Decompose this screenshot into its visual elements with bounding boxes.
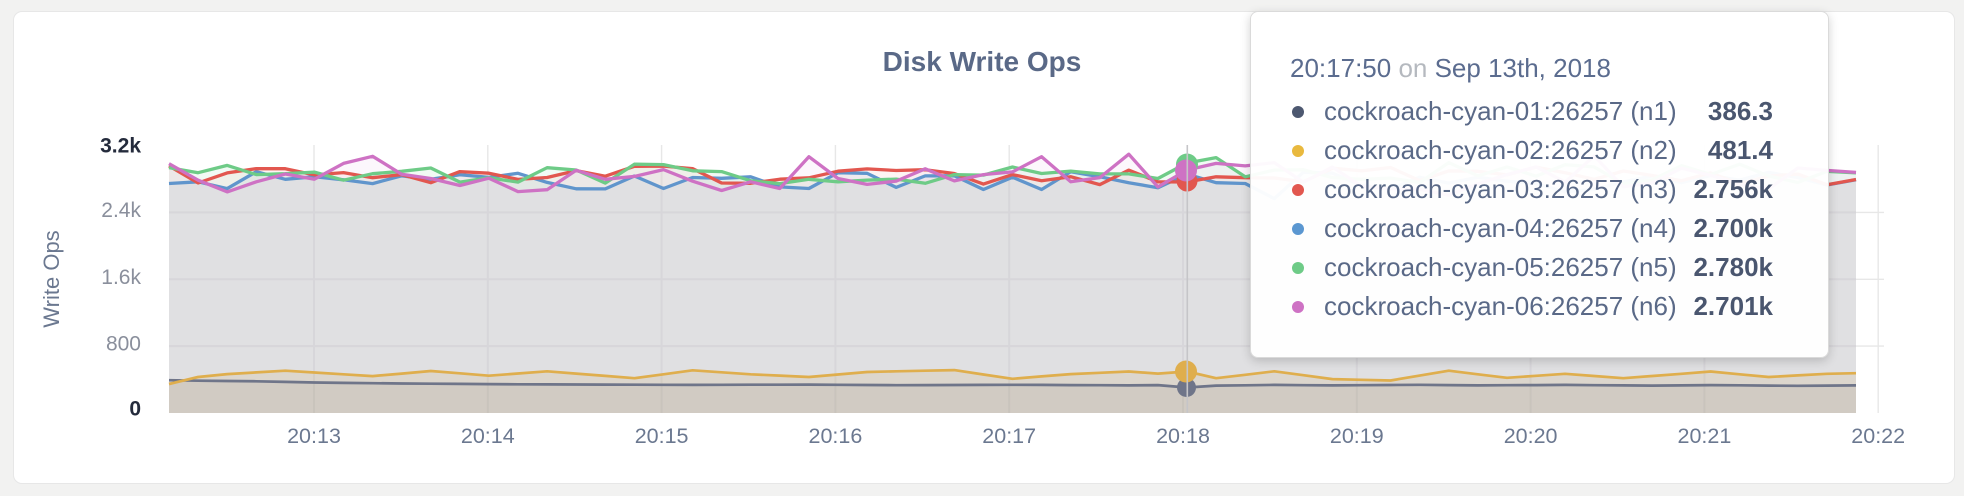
svg-text:20:20: 20:20 [1504,424,1558,448]
svg-text:20:18: 20:18 [1156,424,1210,448]
svg-text:20:19: 20:19 [1330,424,1384,448]
svg-text:20:13: 20:13 [287,424,341,448]
svg-text:1.6k: 1.6k [101,266,141,289]
svg-text:20:17: 20:17 [982,424,1036,448]
svg-text:2.4k: 2.4k [101,199,141,222]
svg-text:20:14: 20:14 [461,424,515,448]
svg-text:800: 800 [106,333,141,356]
svg-text:20:16: 20:16 [808,424,862,448]
svg-text:3.2k: 3.2k [100,135,141,158]
svg-text:20:22: 20:22 [1851,424,1905,448]
svg-text:20:15: 20:15 [635,424,689,448]
svg-text:Write Ops: Write Ops [39,230,64,327]
svg-text:20:21: 20:21 [1677,424,1731,448]
svg-text:0: 0 [129,398,141,421]
